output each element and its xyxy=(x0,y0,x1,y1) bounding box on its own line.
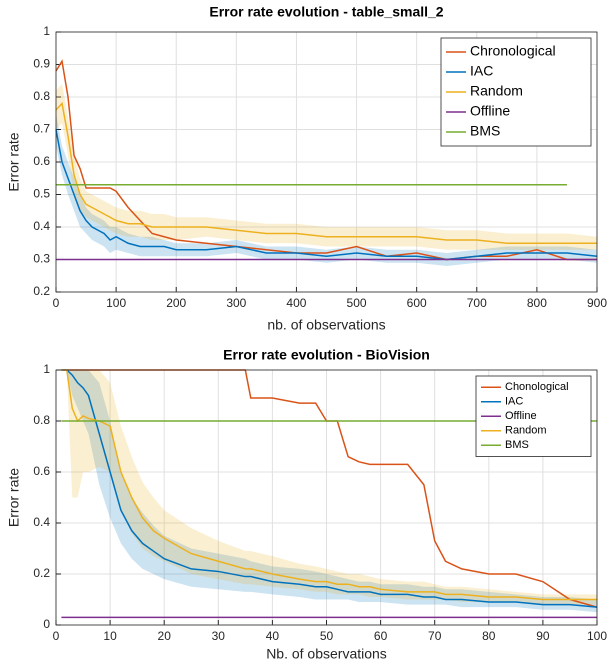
series-line xyxy=(55,101,597,244)
legend: Chronological IAC Random Offline BMS xyxy=(440,37,592,147)
y-tick-label: 0.6 xyxy=(33,464,50,478)
x-tick-label: 10 xyxy=(103,629,117,643)
y-axis-label: Error rate xyxy=(6,468,22,527)
legend-label: Chonological xyxy=(505,381,569,393)
x-tick-label: 80 xyxy=(482,629,496,643)
legend-label: Offline xyxy=(505,410,537,422)
legend-label: Chronological xyxy=(470,43,556,59)
confidence-band xyxy=(56,113,597,266)
x-tick-label: 600 xyxy=(407,296,427,310)
legend-label: Random xyxy=(505,425,547,437)
x-tick-label: 50 xyxy=(320,629,334,643)
x-tick-label: 20 xyxy=(158,629,172,643)
y-tick-label: 1 xyxy=(43,362,50,376)
x-tick-label: 70 xyxy=(428,629,442,643)
x-axis-label: nb. of observations xyxy=(267,317,385,333)
chart-title: Error rate evolution - table_small_2 xyxy=(209,4,443,20)
plot: 0 100 200 300 400 500 600 700 800 900 0.2 0.3 0.4 0.5… xyxy=(6,4,608,333)
x-axis-label: Nb. of observations xyxy=(266,646,387,662)
legend: Chonological IAC Offline Random BMS xyxy=(475,375,592,457)
x-tick-label: 60 xyxy=(374,629,388,643)
x-tick-label: 100 xyxy=(587,629,607,643)
axes-box xyxy=(55,369,598,626)
x-tick-label: 400 xyxy=(286,296,306,310)
x-tick-label: 90 xyxy=(536,629,550,643)
y-tick-label: 0.4 xyxy=(33,515,50,529)
x-tick-label: 0 xyxy=(53,629,60,643)
legend-label: BMS xyxy=(505,439,529,451)
x-tick-label: 40 xyxy=(266,629,280,643)
y-tick-label: 0.2 xyxy=(33,284,50,298)
x-tick-label: 800 xyxy=(527,296,547,310)
y-tick-label: 1 xyxy=(43,24,50,38)
y-axis-label: Error rate xyxy=(6,132,22,191)
y-tick-label: 0.8 xyxy=(33,89,50,103)
y-tick-label: 0.6 xyxy=(33,154,50,168)
confidence-band xyxy=(61,370,598,605)
y-tick-label: 0.2 xyxy=(33,566,50,580)
legend-label: Random xyxy=(470,83,523,99)
series-line xyxy=(61,369,598,608)
y-tick-label: 0.4 xyxy=(33,219,50,233)
legend-label: IAC xyxy=(470,63,493,79)
y-tick-label: 0 xyxy=(43,617,50,631)
legend-label: Offline xyxy=(470,103,510,119)
confidence-band xyxy=(61,370,598,613)
x-tick-label: 200 xyxy=(166,296,186,310)
x-tick-label: 30 xyxy=(212,629,226,643)
legend-label: BMS xyxy=(470,123,500,139)
plot: 0 10 20 30 40 50 60 70 80 90 100 0 0.2 0.4 0.6 0.8 1 Erro… xyxy=(6,347,608,662)
x-tick-label: 100 xyxy=(106,296,126,310)
axes-box xyxy=(55,31,598,293)
y-tick-label: 0.7 xyxy=(33,122,50,136)
x-tick-label: 0 xyxy=(53,296,60,310)
y-tick-label: 0.3 xyxy=(33,252,50,266)
x-tick-label: 300 xyxy=(226,296,246,310)
x-tick-label: 500 xyxy=(347,296,367,310)
chart-title: Error rate evolution - BioVision xyxy=(223,347,430,363)
y-tick-label: 0.9 xyxy=(33,57,50,71)
x-tick-label: 700 xyxy=(467,296,487,310)
y-tick-label: 0.5 xyxy=(33,187,50,201)
legend-label: IAC xyxy=(505,396,523,408)
x-tick-label: 900 xyxy=(587,296,607,310)
y-tick-label: 0.8 xyxy=(33,413,50,427)
